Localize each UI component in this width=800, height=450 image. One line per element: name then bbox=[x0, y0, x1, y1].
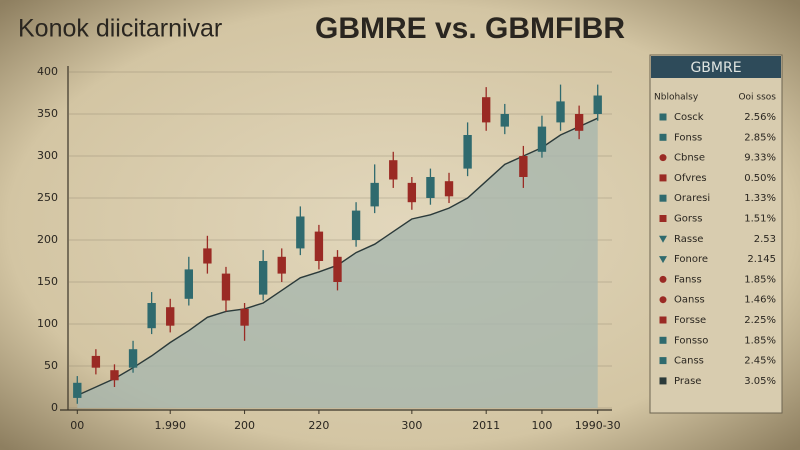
row-name: Oanss bbox=[674, 295, 705, 306]
row-marker bbox=[659, 275, 667, 283]
candle-body bbox=[296, 216, 305, 249]
row-name: Fonore bbox=[674, 254, 708, 265]
y-tick-label: 50 bbox=[44, 359, 58, 372]
row-marker bbox=[659, 377, 667, 385]
x-tick-label: 1.990 bbox=[154, 419, 186, 432]
candle-body bbox=[240, 308, 249, 326]
row-value: 2.53 bbox=[754, 234, 776, 245]
row-name: Fonss bbox=[674, 132, 702, 143]
y-tick-label: 100 bbox=[37, 317, 58, 330]
row-name: Cbnse bbox=[674, 153, 705, 164]
candle-body bbox=[147, 303, 156, 329]
x-tick-label: 220 bbox=[308, 419, 329, 432]
x-tick-label: 300 bbox=[401, 419, 422, 432]
panel-title: GBMRE bbox=[690, 60, 741, 76]
row-value: 1.85% bbox=[744, 274, 776, 285]
row-value: 1.51% bbox=[744, 214, 776, 225]
row-name: Rasse bbox=[674, 234, 703, 245]
candle-body bbox=[370, 182, 379, 207]
row-name: Cosck bbox=[674, 112, 704, 123]
row-value: 3.05% bbox=[744, 376, 776, 387]
candle-body bbox=[277, 256, 286, 274]
row-marker bbox=[659, 357, 667, 365]
row-name: Gorss bbox=[674, 214, 702, 225]
y-tick-label: 150 bbox=[37, 275, 58, 288]
chart-title: GBMRE vs. GBMFIBR bbox=[315, 12, 625, 45]
row-value: 1.33% bbox=[744, 193, 776, 204]
row-marker bbox=[659, 154, 667, 162]
average-area bbox=[77, 118, 598, 408]
candle-body bbox=[463, 135, 472, 169]
y-tick-label: 350 bbox=[37, 107, 58, 120]
candle-body bbox=[333, 256, 342, 282]
panel-column-header: Nblohalsy bbox=[654, 93, 699, 103]
candle-body bbox=[184, 269, 193, 299]
row-value: 1.85% bbox=[744, 335, 776, 346]
row-marker bbox=[659, 235, 667, 243]
row-marker bbox=[659, 113, 667, 121]
row-value: 0.50% bbox=[744, 173, 776, 184]
row-marker bbox=[659, 316, 667, 324]
row-name: Prase bbox=[674, 376, 701, 387]
candle-body bbox=[203, 248, 212, 264]
row-name: Fonsso bbox=[674, 335, 708, 346]
x-tick-label: 00 bbox=[70, 419, 84, 432]
row-value: 2.25% bbox=[744, 315, 776, 326]
candle-body bbox=[574, 114, 584, 131]
row-value: 2.45% bbox=[744, 356, 776, 367]
candle-body bbox=[110, 370, 119, 381]
candle-body bbox=[407, 182, 417, 203]
y-tick-label: 300 bbox=[37, 149, 58, 162]
row-value: 2.145 bbox=[747, 254, 776, 265]
row-marker bbox=[659, 256, 667, 264]
y-tick-label: 250 bbox=[37, 191, 58, 204]
row-name: Oraresi bbox=[674, 193, 710, 204]
row-name: Fanss bbox=[674, 274, 702, 285]
row-name: Forsse bbox=[674, 315, 706, 326]
x-tick-label: 100 bbox=[531, 419, 552, 432]
row-marker bbox=[659, 215, 667, 222]
y-tick-label: 200 bbox=[37, 233, 58, 246]
panel bbox=[649, 54, 783, 414]
row-value: 9.33% bbox=[744, 153, 776, 164]
row-marker bbox=[659, 296, 667, 304]
row-marker bbox=[659, 174, 667, 182]
row-name: Ofvres bbox=[674, 173, 707, 184]
x-tick-label: 200 bbox=[234, 419, 255, 432]
candle-body bbox=[314, 231, 324, 261]
row-value: 2.56% bbox=[744, 112, 776, 123]
candle-body bbox=[519, 156, 528, 177]
row-value: 2.85% bbox=[744, 132, 776, 143]
panel-column-header: Ooi ssos bbox=[738, 93, 776, 103]
candle-body bbox=[73, 382, 82, 398]
candle-body bbox=[593, 95, 602, 114]
candle-body bbox=[166, 307, 175, 326]
y-tick-label: 400 bbox=[37, 65, 58, 78]
x-tick-label: 1990-30 bbox=[575, 419, 621, 432]
candle-body bbox=[444, 181, 454, 197]
row-name: Canss bbox=[674, 356, 704, 367]
candle-body bbox=[426, 177, 435, 198]
row-value: 1.46% bbox=[744, 295, 776, 306]
row-marker bbox=[659, 336, 667, 344]
candle-body bbox=[128, 349, 138, 368]
row-marker bbox=[659, 194, 667, 202]
candle-body bbox=[91, 355, 101, 368]
candle-body bbox=[537, 126, 547, 152]
chart-subtitle: Konok diicitarnivar bbox=[18, 15, 222, 43]
candle-body bbox=[258, 261, 268, 295]
candle-body bbox=[500, 114, 509, 127]
row-marker bbox=[659, 133, 667, 141]
candle-body bbox=[351, 210, 361, 240]
candle-body bbox=[482, 97, 491, 123]
candle-body bbox=[221, 273, 231, 301]
panel-header bbox=[651, 56, 781, 78]
candle-body bbox=[389, 160, 398, 180]
x-tick-label: 2011 bbox=[472, 419, 500, 432]
y-tick-label: 0 bbox=[51, 401, 58, 414]
candle-body bbox=[556, 101, 565, 123]
